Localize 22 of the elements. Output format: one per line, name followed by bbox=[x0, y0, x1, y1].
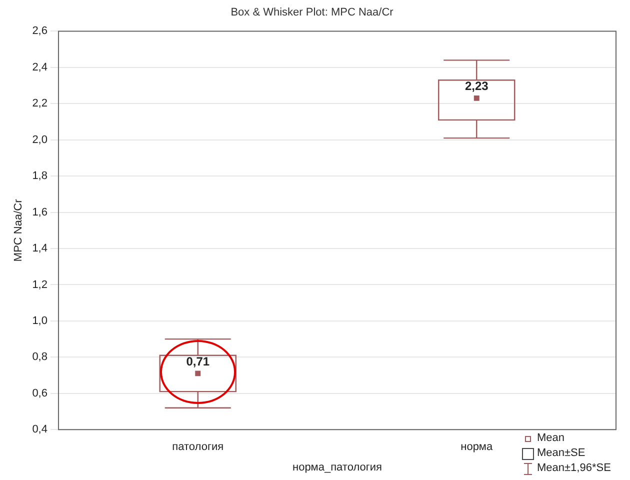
y-tick-label: 0,6 bbox=[32, 387, 48, 400]
y-tick-label: 2,4 bbox=[32, 61, 48, 74]
y-axis-title: MPC Naa/Cr bbox=[12, 198, 25, 262]
text: Mean±SE bbox=[537, 446, 586, 461]
x-axis-title: норма_патология bbox=[292, 461, 382, 474]
y-tick-label: 2,0 bbox=[32, 134, 48, 146]
x-tick-label: норма bbox=[460, 441, 494, 454]
y-tick-label: 1,8 bbox=[32, 170, 48, 182]
text: 0,71 bbox=[186, 354, 210, 368]
y-tick-label: 2,2 bbox=[32, 98, 48, 110]
y-tick-label: 1,6 bbox=[32, 206, 48, 218]
y-tick-label: 1,4 bbox=[32, 242, 48, 255]
text: 2,23 bbox=[464, 79, 488, 94]
y-tick-label: 1,2 bbox=[32, 278, 48, 291]
x-tick-label: патология bbox=[172, 441, 224, 454]
text: Mean±1,96*SE bbox=[537, 461, 611, 476]
y-tick-label: 2,6 bbox=[32, 25, 48, 38]
y-tick-label: 0,8 bbox=[32, 351, 48, 364]
text: Mean bbox=[537, 431, 565, 446]
y-tick-label: 1,0 bbox=[32, 314, 48, 327]
y-tick-label: 0,4 bbox=[32, 424, 48, 436]
chart-title: Box & Whisker Plot: MPC Naa/Cr bbox=[230, 6, 394, 19]
